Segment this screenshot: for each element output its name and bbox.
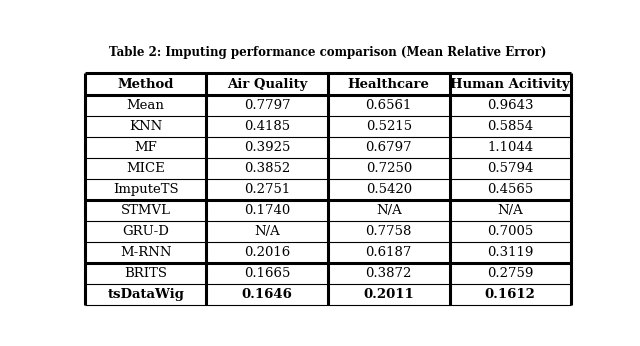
Text: 0.6561: 0.6561 <box>365 99 412 112</box>
Text: Air Quality: Air Quality <box>227 78 307 91</box>
Text: 0.9643: 0.9643 <box>487 99 534 112</box>
Text: tsDataWig: tsDataWig <box>108 288 184 301</box>
Text: Mean: Mean <box>127 99 164 112</box>
Text: 0.5854: 0.5854 <box>487 120 533 133</box>
Text: STMVL: STMVL <box>121 204 171 217</box>
Text: 0.1665: 0.1665 <box>244 267 291 280</box>
Text: KNN: KNN <box>129 120 163 133</box>
Text: 0.7250: 0.7250 <box>365 162 412 175</box>
Text: N/A: N/A <box>497 204 523 217</box>
Text: 0.5420: 0.5420 <box>365 183 412 196</box>
Text: 0.2011: 0.2011 <box>364 288 414 301</box>
Text: 0.6797: 0.6797 <box>365 141 412 154</box>
Text: MICE: MICE <box>126 162 165 175</box>
Text: 0.3872: 0.3872 <box>365 267 412 280</box>
Text: 0.2751: 0.2751 <box>244 183 291 196</box>
Text: 0.7797: 0.7797 <box>244 99 291 112</box>
Text: 0.1740: 0.1740 <box>244 204 291 217</box>
Text: 0.7758: 0.7758 <box>365 225 412 238</box>
Text: 0.1646: 0.1646 <box>242 288 292 301</box>
Text: BRITS: BRITS <box>124 267 167 280</box>
Text: ImputeTS: ImputeTS <box>113 183 179 196</box>
Text: 0.3852: 0.3852 <box>244 162 291 175</box>
Text: 0.5794: 0.5794 <box>487 162 534 175</box>
Text: 0.4185: 0.4185 <box>244 120 291 133</box>
Text: Method: Method <box>118 78 174 91</box>
Text: MF: MF <box>134 141 157 154</box>
Text: Human Acitivity: Human Acitivity <box>451 78 570 91</box>
Text: N/A: N/A <box>254 225 280 238</box>
Text: Healthcare: Healthcare <box>348 78 429 91</box>
Text: N/A: N/A <box>376 204 402 217</box>
Text: 0.3925: 0.3925 <box>244 141 291 154</box>
Text: 0.2016: 0.2016 <box>244 246 291 259</box>
Text: 0.1612: 0.1612 <box>485 288 536 301</box>
Text: 0.3119: 0.3119 <box>487 246 534 259</box>
Text: Table 2: Imputing performance comparison (Mean Relative Error): Table 2: Imputing performance comparison… <box>109 46 547 58</box>
Text: 0.2759: 0.2759 <box>487 267 534 280</box>
Text: 0.4565: 0.4565 <box>487 183 533 196</box>
Text: 1.1044: 1.1044 <box>487 141 533 154</box>
Text: 0.6187: 0.6187 <box>365 246 412 259</box>
Text: GRU-D: GRU-D <box>122 225 169 238</box>
Text: 0.7005: 0.7005 <box>487 225 533 238</box>
Text: M-RNN: M-RNN <box>120 246 172 259</box>
Text: 0.5215: 0.5215 <box>365 120 412 133</box>
